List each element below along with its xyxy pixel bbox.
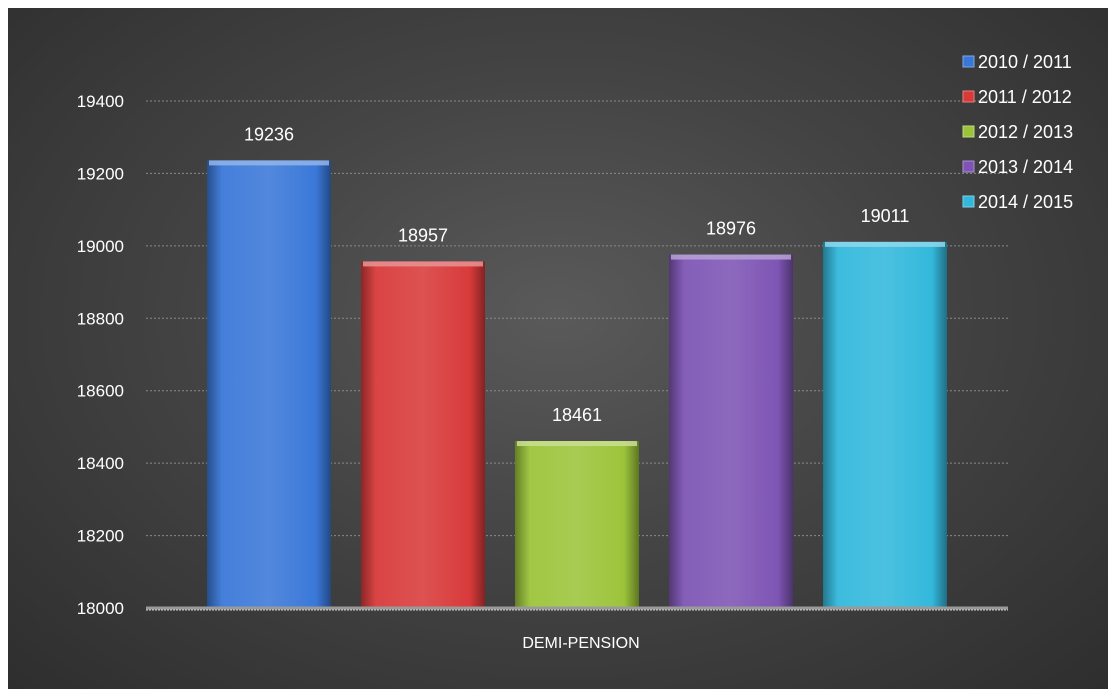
- legend-item: 2012 / 2013: [962, 122, 1073, 142]
- bar-5: [823, 241, 947, 608]
- y-tick-label: 19400: [77, 92, 124, 111]
- y-tick-label: 18400: [77, 454, 124, 473]
- y-tick-label: 18600: [77, 382, 124, 401]
- legend-label: 2014 / 2015: [978, 192, 1073, 212]
- bar-2: [361, 261, 485, 608]
- bar-3: [515, 441, 639, 608]
- bars: [207, 160, 947, 609]
- bar-body: [207, 160, 331, 609]
- legend-label: 2012 / 2013: [978, 122, 1073, 142]
- data-label: 18976: [706, 219, 756, 239]
- chart-area: 18000 18200 18400 18600 18800 19000 19200 19400…: [8, 8, 1108, 689]
- legend-swatch: [962, 160, 975, 173]
- data-label: 19011: [861, 206, 910, 226]
- data-labels: 19236 18957 18461 18976 19011: [244, 124, 909, 425]
- data-label: 18461: [552, 405, 602, 425]
- y-tick-label: 18000: [77, 599, 124, 618]
- bar-4: [669, 254, 793, 608]
- y-axis-ticks: 18000 18200 18400 18600 18800 19000 19200 19400: [77, 92, 124, 618]
- data-label: 18957: [398, 225, 448, 245]
- y-tick-label: 19200: [77, 164, 124, 183]
- legend-swatch: [962, 125, 975, 138]
- bar-highlight: [209, 160, 329, 166]
- x-axis: DEMI-PENSION: [146, 606, 1008, 652]
- y-tick-label: 18800: [77, 309, 124, 328]
- legend-label: 2010 / 2011: [978, 52, 1072, 72]
- legend-swatch: [962, 55, 975, 68]
- bar-highlight: [517, 441, 637, 447]
- legend-item: 2011 / 2012: [962, 87, 1072, 107]
- bar-highlight: [363, 261, 483, 267]
- legend-swatch: [962, 90, 975, 103]
- bar-highlight: [671, 254, 791, 260]
- bar-highlight: [825, 241, 945, 247]
- bar-chart: 18000 18200 18400 18600 18800 19000 19200 19400…: [77, 52, 1073, 652]
- legend-label: 2011 / 2012: [978, 87, 1072, 107]
- legend-item: 2013 / 2014: [962, 157, 1073, 177]
- legend-label: 2013 / 2014: [978, 157, 1073, 177]
- legend: 2010 / 2011 2011 / 2012 2012 / 2013 2013 / …: [962, 52, 1073, 212]
- category-label: DEMI-PENSION: [522, 635, 639, 652]
- legend-item: 2010 / 2011: [962, 52, 1072, 72]
- bar-body: [361, 261, 485, 608]
- bar-body: [823, 241, 947, 608]
- y-tick-label: 18200: [77, 527, 124, 546]
- bar-1: [207, 160, 331, 609]
- y-tick-label: 19000: [77, 237, 124, 256]
- data-label: 19236: [244, 124, 294, 144]
- bar-body: [669, 254, 793, 608]
- bar-body: [515, 441, 639, 608]
- legend-item: 2014 / 2015: [962, 192, 1073, 212]
- legend-swatch: [962, 195, 975, 208]
